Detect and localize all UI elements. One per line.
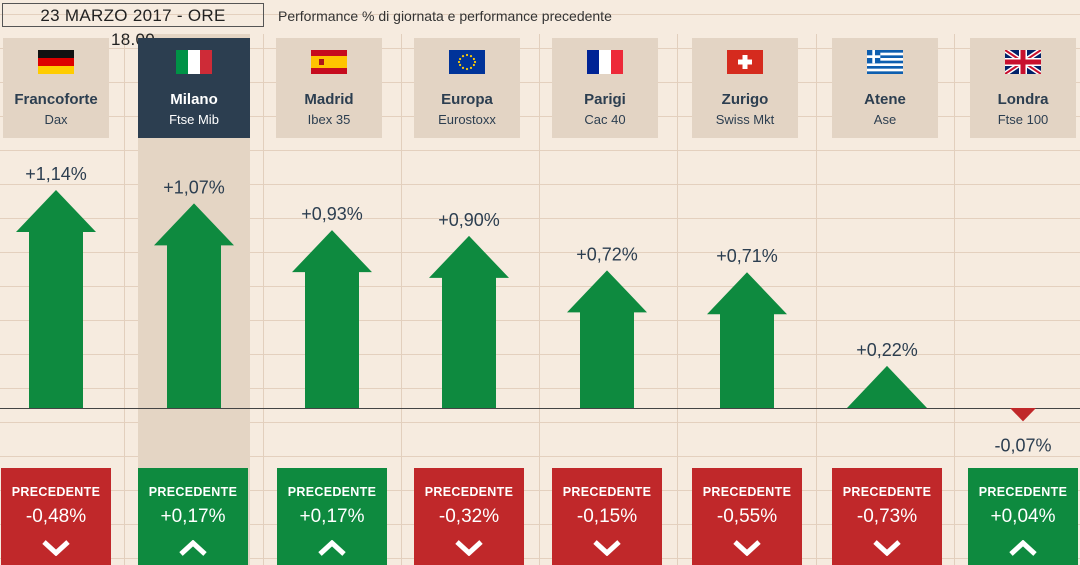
market-index: Ftse 100: [997, 112, 1049, 127]
value-label-atene: +0,22%: [856, 340, 918, 360]
prev-label: PRECEDENTE: [148, 485, 238, 499]
prev-value: -0,55%: [716, 506, 778, 527]
market-city: Zurigo: [721, 91, 769, 108]
prev-label: PRECEDENTE: [287, 485, 377, 499]
market-city: Madrid: [304, 91, 354, 108]
chevron-down-icon: [42, 540, 70, 556]
value-label-milano: +1,07%: [163, 177, 225, 197]
prev-value: -0,73%: [856, 506, 918, 527]
market-city: Londra: [997, 91, 1049, 108]
prev-label: PRECEDENTE: [702, 485, 792, 499]
value-label-parigi: +0,72%: [576, 244, 638, 264]
market-card-zurigo: Zurigo Swiss Mkt: [692, 38, 798, 138]
arrow-bar-madrid: [292, 230, 372, 408]
market-index: Eurostoxx: [438, 112, 496, 127]
market-index: Swiss Mkt: [715, 112, 775, 127]
value-label-londra: -0,07%: [994, 435, 1051, 455]
switzerland-flag-icon: [727, 50, 763, 74]
chevron-up-icon: [1009, 540, 1037, 556]
prev-label: PRECEDENTE: [11, 485, 101, 499]
market-card-francoforte: Francoforte Dax: [3, 38, 109, 138]
market-city: Atene: [864, 91, 906, 108]
greece-flag-icon: [867, 50, 903, 74]
prev-label: PRECEDENTE: [978, 485, 1068, 499]
market-card-europa: Europa Eurostoxx: [414, 38, 520, 138]
eu-flag-icon: [449, 50, 485, 74]
market-card-madrid: Madrid Ibex 35: [276, 38, 382, 138]
market-index: Cac 40: [584, 112, 626, 127]
value-label-francoforte: +1,14%: [25, 164, 87, 184]
prev-card-londra: PRECEDENTE +0,04%: [968, 468, 1078, 565]
column-separator: [677, 34, 678, 565]
prev-value: -0,15%: [576, 506, 638, 527]
column-separator: [401, 34, 402, 565]
prev-card-milano: PRECEDENTE +0,17%: [138, 468, 248, 565]
germany-flag-icon: [38, 50, 74, 74]
spain-flag-icon: [311, 50, 347, 74]
market-index: Ibex 35: [307, 112, 351, 127]
arrow-bar-milano: [154, 203, 234, 408]
column-separator: [816, 34, 817, 565]
value-label-madrid: +0,93%: [301, 204, 363, 224]
market-city: Europa: [441, 91, 493, 108]
market-card-milano: Milano Ftse Mib: [138, 38, 250, 138]
prev-label: PRECEDENTE: [842, 485, 932, 499]
value-label-zurigo: +0,71%: [716, 246, 778, 266]
prev-card-parigi: PRECEDENTE -0,15%: [552, 468, 662, 565]
chevron-down-icon: [873, 540, 901, 556]
market-card-atene: Atene Ase: [832, 38, 938, 138]
market-card-londra: Londra Ftse 100: [970, 38, 1076, 138]
arrow-bar-londra: [1010, 408, 1036, 422]
chart-subtitle: Performance % di giornata e performance …: [278, 8, 612, 24]
market-index: Ase: [873, 112, 897, 127]
market-city: Parigi: [584, 91, 626, 108]
market-city: Milano: [170, 91, 218, 108]
arrow-bar-francoforte: [16, 190, 96, 408]
arrow-bar-parigi: [567, 270, 647, 408]
chevron-down-icon: [455, 540, 483, 556]
prev-value: +0,17%: [160, 506, 226, 527]
prev-value: -0,32%: [438, 506, 500, 527]
france-flag-icon: [587, 50, 623, 74]
column-separator: [954, 34, 955, 565]
prev-value: -0,48%: [25, 506, 87, 527]
market-city: Francoforte: [14, 91, 98, 108]
chevron-up-icon: [318, 540, 346, 556]
prev-value: +0,04%: [990, 506, 1056, 527]
prev-value: +0,17%: [299, 506, 365, 527]
arrow-bar-europa: [429, 235, 509, 408]
market-index: Dax: [44, 112, 68, 127]
chevron-up-icon: [179, 540, 207, 556]
market-card-parigi: Parigi Cac 40: [552, 38, 658, 138]
column-separator: [263, 34, 264, 565]
italy-flag-icon: [176, 50, 212, 74]
chevron-down-icon: [593, 540, 621, 556]
zero-baseline: [0, 408, 1080, 409]
market-index: Ftse Mib: [169, 112, 219, 127]
prev-card-atene: PRECEDENTE -0,73%: [832, 468, 942, 565]
prev-card-francoforte: PRECEDENTE -0,48%: [1, 468, 111, 565]
column-separator: [539, 34, 540, 565]
uk-flag-icon: [1005, 50, 1041, 74]
prev-card-zurigo: PRECEDENTE -0,55%: [692, 468, 802, 565]
prev-card-europa: PRECEDENTE -0,32%: [414, 468, 524, 565]
chevron-down-icon: [733, 540, 761, 556]
arrow-bar-atene: [847, 365, 927, 408]
value-label-europa: +0,90%: [438, 210, 500, 230]
prev-label: PRECEDENTE: [562, 485, 652, 499]
arrow-bar-zurigo: [707, 272, 787, 408]
prev-card-madrid: PRECEDENTE +0,17%: [277, 468, 387, 565]
prev-label: PRECEDENTE: [424, 485, 514, 499]
column-separator: [124, 34, 125, 565]
